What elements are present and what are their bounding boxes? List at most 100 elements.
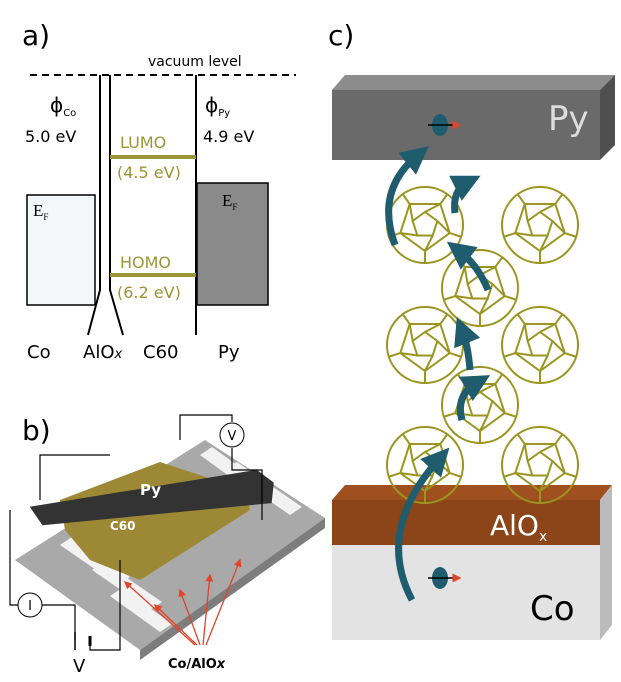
- symbol: E: [33, 201, 43, 220]
- cage-bond: [444, 413, 455, 417]
- cage-bond: [555, 434, 562, 444]
- layer-label: Py: [218, 342, 240, 363]
- cage-bond: [504, 353, 515, 357]
- cage-bond: [450, 353, 461, 357]
- cage-ring: [528, 212, 553, 236]
- c60-molecule: [387, 307, 463, 383]
- cage-bond: [540, 324, 555, 332]
- cage-bond: [555, 314, 562, 324]
- cage-bond: [450, 473, 461, 477]
- symbol: ϕ: [205, 93, 218, 117]
- work-function: 5.0 eV: [25, 127, 76, 146]
- subscript: F: [43, 212, 48, 222]
- cage-bond: [403, 434, 410, 444]
- cage-bond: [440, 434, 447, 444]
- symbol: ϕ: [50, 93, 63, 117]
- panel-label: a): [22, 19, 50, 52]
- homo-label: HOMO: [120, 253, 171, 272]
- py-label: Py: [140, 481, 161, 499]
- cage-bond: [495, 257, 502, 267]
- cage-ring: [413, 212, 438, 236]
- lumo-energy: (4.5 eV): [117, 163, 181, 182]
- c60-molecule: [387, 427, 463, 503]
- label-text: AlO: [490, 509, 539, 542]
- co-label: Co: [530, 589, 575, 629]
- cage-bond: [565, 353, 576, 357]
- panel-c: c) AlOx Co Py: [328, 19, 615, 640]
- co-side: [600, 485, 612, 640]
- cage-bond: [450, 233, 461, 237]
- cage-ring: [528, 452, 553, 476]
- cage-bond: [565, 473, 576, 477]
- cage-bond: [518, 434, 525, 444]
- cage-bond: [504, 233, 515, 237]
- cage-bond: [389, 353, 400, 357]
- panel-label: c): [328, 19, 354, 52]
- phi-co: ϕCo: [50, 93, 76, 119]
- voltage-label: V: [73, 656, 86, 677]
- cage-bond: [525, 444, 528, 461]
- subscript: x: [216, 657, 226, 672]
- cage-bond: [440, 314, 447, 324]
- work-function: 4.9 eV: [203, 127, 254, 146]
- layer-label: AlOx: [83, 342, 122, 363]
- subscript: x: [113, 347, 122, 362]
- cage-bond: [504, 473, 515, 477]
- cage-bond: [505, 296, 516, 300]
- cage-ring: [413, 332, 438, 356]
- voltmeter-label: V: [228, 429, 237, 444]
- cage-bond: [440, 194, 447, 204]
- cage-bond: [555, 194, 562, 204]
- c60-molecule: [502, 187, 578, 263]
- cage-ring: [528, 332, 553, 356]
- cage-bond: [525, 324, 528, 341]
- alox-layer: [332, 500, 600, 545]
- c60-molecules: [387, 187, 578, 503]
- c60-label: C60: [110, 519, 136, 533]
- cage-bond: [540, 444, 555, 452]
- alox-label: AlOx: [490, 509, 547, 545]
- ammeter-label: I: [28, 599, 32, 614]
- c60-molecule: [502, 427, 578, 503]
- layer-label: C60: [143, 342, 178, 363]
- cage-bond: [403, 194, 410, 204]
- figure: a) vacuum level ϕCo 5.0 eV ϕPy 4.9 eV LU…: [0, 0, 621, 678]
- cage-bond: [410, 204, 413, 221]
- cage-bond: [403, 314, 410, 324]
- vacuum-label: vacuum level: [148, 54, 242, 70]
- electrode-label: Co/AlOx: [168, 657, 226, 672]
- arrow: [389, 155, 418, 245]
- py-label: Py: [548, 99, 589, 139]
- arrow: [458, 250, 488, 290]
- c60-molecule: [442, 250, 518, 326]
- subscript: F: [232, 202, 237, 212]
- cage-bond: [425, 444, 440, 452]
- symbol: E: [222, 191, 232, 210]
- cage-bond: [518, 314, 525, 324]
- cage-bond: [565, 233, 576, 237]
- cage-bond: [444, 296, 455, 300]
- homo-energy: (6.2 eV): [117, 283, 181, 302]
- c60-molecule: [442, 367, 518, 443]
- py-side: [600, 75, 615, 160]
- layer-label: Co: [27, 342, 51, 363]
- panel-a: a) vacuum level ϕCo 5.0 eV ϕPy 4.9 eV LU…: [22, 19, 296, 363]
- cage-bond: [389, 473, 400, 477]
- arrow: [455, 182, 468, 213]
- phi-py: ϕPy: [205, 93, 230, 119]
- panel-label: b): [22, 414, 51, 447]
- cage-bond: [425, 324, 440, 332]
- label-text: Co/AlO: [168, 657, 217, 672]
- py-top: [332, 75, 615, 90]
- cage-bond: [458, 374, 465, 384]
- cage-bond: [410, 444, 413, 461]
- lumo-label: LUMO: [120, 133, 166, 152]
- cage-bond: [410, 324, 413, 341]
- cage-bond: [525, 204, 528, 221]
- cage-bond: [518, 194, 525, 204]
- panel-b: b) Py C60 V I V Co/AlOx: [10, 414, 325, 677]
- cage-bond: [505, 413, 516, 417]
- subscript: x: [539, 529, 547, 545]
- cage-bond: [465, 267, 468, 284]
- cage-ring: [468, 392, 493, 416]
